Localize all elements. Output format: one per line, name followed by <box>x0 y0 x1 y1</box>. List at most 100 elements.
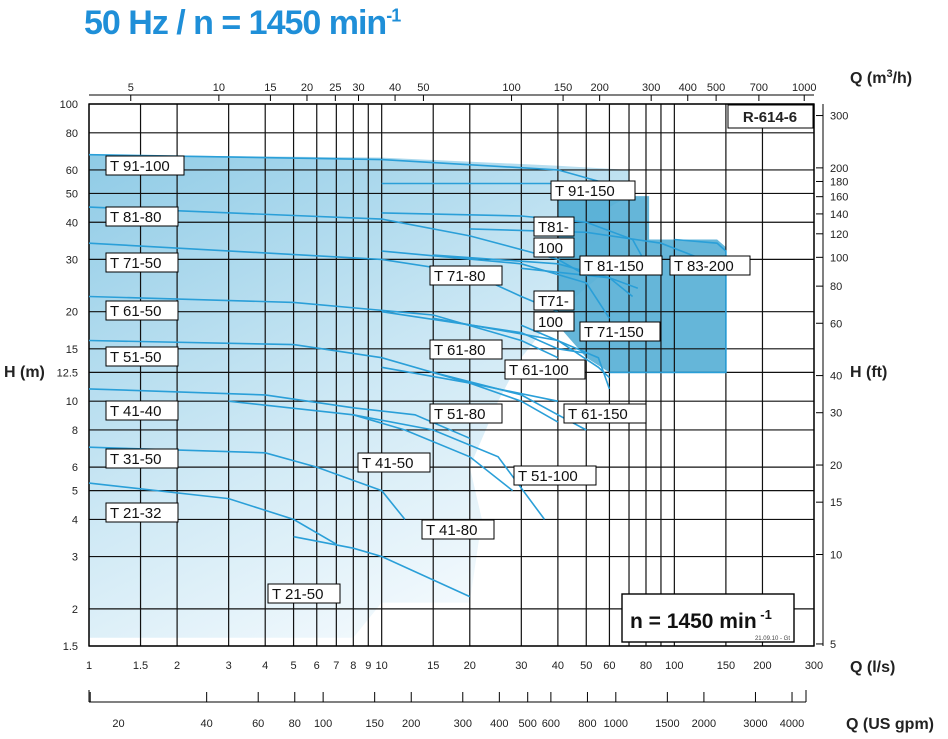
x-tick-label: 7 <box>333 660 339 672</box>
right-tick-label: 140 <box>830 209 848 221</box>
x-tick-label: 6 <box>314 660 320 672</box>
top-tick-label: 30 <box>352 82 364 94</box>
x-tick-label: 200 <box>753 660 771 672</box>
x-tick-label: 30 <box>515 660 527 672</box>
series-label: T 81-150 <box>584 258 644 275</box>
top-tick-label: 400 <box>679 82 697 94</box>
gpm-tick-label: 200 <box>402 718 420 730</box>
x-tick-label: 15 <box>427 660 439 672</box>
speed-box <box>621 593 795 643</box>
right-tick-label: 200 <box>830 163 848 175</box>
y-tick-label: 80 <box>66 128 78 140</box>
series-label-box <box>105 252 179 273</box>
right-tick-label: 20 <box>830 460 842 472</box>
series-label-box <box>267 583 341 604</box>
gpm-tick-label: 1500 <box>655 718 679 730</box>
x-tick-label: 300 <box>805 660 823 672</box>
series-label: T 51-100 <box>518 468 578 485</box>
y-tick-label: 50 <box>66 188 78 200</box>
x-tick-label: 80 <box>640 660 652 672</box>
series-label-box <box>105 155 185 176</box>
series-label: 100 <box>538 314 563 331</box>
y-tick-label: 60 <box>66 165 78 177</box>
y-tick-label: 15 <box>66 344 78 356</box>
y-tick-label: 12.5 <box>57 367 78 379</box>
gpm-tick-label: 3000 <box>743 718 767 730</box>
gpm-tick-label: 400 <box>490 718 508 730</box>
gpm-tick-label: 800 <box>578 718 596 730</box>
series-label: T 51-50 <box>110 349 161 366</box>
series-label: T 81-80 <box>110 209 161 226</box>
right-tick-label: 15 <box>830 497 842 509</box>
pump-curve <box>353 414 546 520</box>
series-label: T 61-50 <box>110 303 161 320</box>
gpm-tick-label: 150 <box>365 718 383 730</box>
series-label-box <box>579 255 663 276</box>
gpm-tick-label: 40 <box>201 718 213 730</box>
series-label-box <box>533 311 575 332</box>
y-tick-label: 2 <box>72 604 78 616</box>
series-label: T 61-80 <box>434 342 485 359</box>
y-tick-label: 8 <box>72 425 78 437</box>
right-tick-label: 5 <box>830 639 836 651</box>
y-axis-title: H (m) <box>4 364 45 381</box>
y-tick-label: 6 <box>72 462 78 474</box>
series-label-box <box>533 290 575 311</box>
series-label: T 91-100 <box>110 158 170 175</box>
gpm-tick-label: 60 <box>252 718 264 730</box>
x-tick-label: 4 <box>262 660 268 672</box>
x-tick-label: 3 <box>226 660 232 672</box>
series-label: T 71-50 <box>110 255 161 272</box>
series-label: T 61-150 <box>568 406 628 423</box>
right-tick-label: 80 <box>830 281 842 293</box>
gpm-tick-label: 1000 <box>604 718 628 730</box>
pump-curve <box>381 250 611 319</box>
top-tick-label: 5 <box>128 82 134 94</box>
y-right-axis-title: H (ft) <box>850 364 887 381</box>
top-tick-label: 700 <box>750 82 768 94</box>
top-tick-label: 300 <box>642 82 660 94</box>
series-label-box <box>429 265 503 286</box>
x-tick-label: 60 <box>603 660 615 672</box>
series-label: T 83-200 <box>674 258 734 275</box>
y-tick-label: 10 <box>66 396 78 408</box>
page-title: 50 Hz / n = 1450 min-1 <box>84 4 401 42</box>
series-label: T81- <box>538 219 569 236</box>
date-stamp: 21.09.10 - Gt <box>755 636 790 642</box>
right-tick-label: 180 <box>830 176 848 188</box>
pump-curve <box>381 212 647 265</box>
x-tick-label: 2 <box>174 660 180 672</box>
series-label-box <box>105 206 179 227</box>
top-tick-label: 40 <box>389 82 401 94</box>
gpm-tick-label: 4000 <box>780 718 804 730</box>
x-tick-label: 10 <box>376 660 388 672</box>
series-label: T 71-150 <box>584 324 644 341</box>
gpm-axis-title: Q (US gpm) <box>846 716 934 733</box>
series-label-box <box>504 359 586 380</box>
series-label-box <box>579 321 661 342</box>
top-tick-label: 25 <box>329 82 341 94</box>
pump-curve <box>381 366 559 423</box>
y-tick-label: 5 <box>72 486 78 498</box>
x-tick-label: 100 <box>665 660 683 672</box>
pump-curve <box>88 482 337 545</box>
series-label-box <box>429 339 503 360</box>
x-axis-title: Q (l/s) <box>850 659 895 676</box>
gpm-tick-label: 500 <box>519 718 537 730</box>
series-label-box <box>105 300 179 321</box>
right-tick-label: 120 <box>830 229 848 241</box>
speed-label: n = 1450 min -1 <box>630 607 772 633</box>
series-label-box <box>105 400 179 421</box>
y-tick-label: 20 <box>66 307 78 319</box>
series-label-box <box>669 255 751 276</box>
top-tick-label: 100 <box>502 82 520 94</box>
series-label: T 41-40 <box>110 403 161 420</box>
large-pump-field <box>557 183 726 373</box>
gpm-tick-label: 20 <box>112 718 124 730</box>
series-label-box <box>105 346 179 367</box>
chart-code: R-614-6 <box>743 109 797 126</box>
x-tick-label: 50 <box>580 660 592 672</box>
y-tick-label: 4 <box>72 514 78 526</box>
top-tick-label: 15 <box>264 82 276 94</box>
